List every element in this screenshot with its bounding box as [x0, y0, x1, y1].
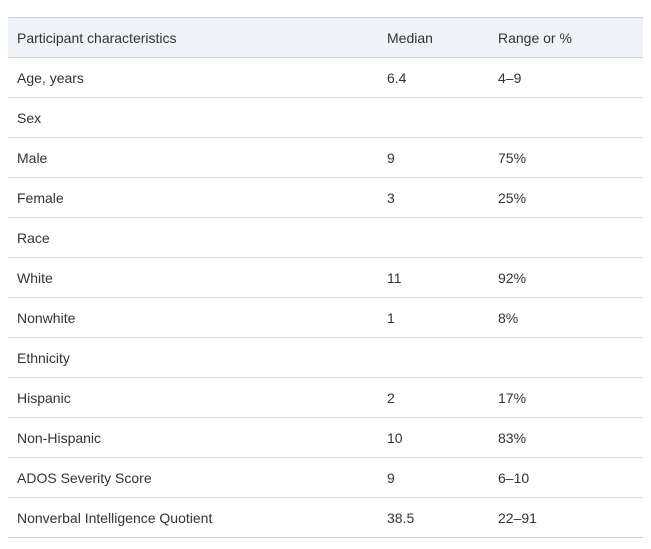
column-header-participant-characteristics: Participant characteristics: [17, 29, 177, 46]
row-label: Age, years: [17, 69, 84, 86]
row-label: Hispanic: [17, 389, 71, 406]
row-median: 2: [387, 389, 395, 406]
row-median: 38.5: [387, 509, 415, 526]
row-label: ADOS Severity Score: [17, 469, 152, 486]
row-label: Ethnicity: [17, 349, 70, 366]
participant-characteristics-table: Participant characteristics Median Range…: [8, 17, 643, 538]
row-median: 9: [387, 469, 395, 486]
row-median: [378, 218, 489, 258]
row-range: 17%: [498, 389, 527, 406]
table-row-nonverbal-intelligence-quotient: Nonverbal Intelligence Quotient 38.5 22–…: [8, 497, 643, 538]
row-label: Sex: [17, 109, 42, 126]
table-row-age: Age, years 6.4 4–9: [8, 57, 643, 98]
row-range: 8%: [498, 309, 519, 326]
row-median: 1: [387, 309, 395, 326]
row-range: 92%: [498, 269, 527, 286]
table-row-nonwhite: Nonwhite 1 8%: [8, 297, 643, 338]
table-row-male: Male 9 75%: [8, 137, 643, 178]
table-row-non-hispanic: Non-Hispanic 10 83%: [8, 417, 643, 458]
column-header-range-or-percent: Range or %: [498, 29, 572, 46]
column-header-median: Median: [387, 29, 433, 46]
row-range: 83%: [498, 429, 527, 446]
row-median: [378, 98, 489, 138]
row-label: White: [17, 269, 53, 286]
row-range: [489, 218, 643, 258]
row-label: Nonverbal Intelligence Quotient: [17, 509, 213, 526]
table-row-ados-severity-score: ADOS Severity Score 9 6–10: [8, 457, 643, 498]
row-label: Female: [17, 189, 64, 206]
row-label: Nonwhite: [17, 309, 76, 326]
table-row-hispanic: Hispanic 2 17%: [8, 377, 643, 418]
row-range: 22–91: [498, 509, 537, 526]
table-row-white: White 11 92%: [8, 257, 643, 298]
table-header-row: Participant characteristics Median Range…: [8, 17, 643, 58]
row-range: [489, 98, 643, 138]
row-median: 11: [387, 269, 402, 286]
row-median: [378, 338, 489, 378]
row-label: Race: [17, 229, 50, 246]
row-median: 10: [387, 429, 403, 446]
row-range: [489, 338, 643, 378]
table-row-female: Female 3 25%: [8, 177, 643, 218]
row-label: Non-Hispanic: [17, 429, 102, 446]
row-median: 3: [387, 189, 395, 206]
row-label: Male: [17, 149, 48, 166]
table-row-race: Race: [8, 217, 643, 258]
row-range: 75%: [498, 149, 527, 166]
row-range: 25%: [498, 189, 527, 206]
row-median: 9: [387, 149, 395, 166]
row-median: 6.4: [387, 69, 407, 86]
row-range: 6–10: [498, 469, 530, 486]
table-row-ethnicity: Ethnicity: [8, 337, 643, 378]
table-row-sex: Sex: [8, 97, 643, 138]
row-range: 4–9: [498, 69, 522, 86]
